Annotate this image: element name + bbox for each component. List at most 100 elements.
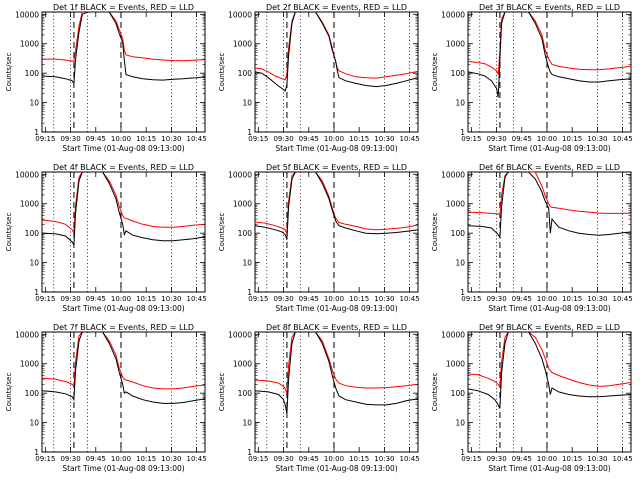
chart-title: Det 3f BLACK = Events, RED = LLD bbox=[479, 3, 620, 12]
detector-chart-3: Det 3f BLACK = Events, RED = LLD 1 10 100 10… bbox=[431, 3, 633, 153]
chart-title: Det 1f BLACK = Events, RED = LLD bbox=[53, 3, 194, 12]
x-tick-label: 09:15 bbox=[461, 295, 481, 303]
x-axis-label: Start Time (01-Aug-08 09:13:00) bbox=[488, 464, 610, 473]
x-tick-label: 09:30 bbox=[486, 135, 506, 143]
x-tick-label: 10:45 bbox=[400, 295, 420, 303]
x-tick-label: 09:30 bbox=[273, 295, 293, 303]
x-tick-label: 09:30 bbox=[486, 455, 506, 463]
detector-chart-5: Det 5f BLACK = Events, RED = LLD 1 10 100 10… bbox=[218, 163, 420, 313]
detector-chart-9: Det 9f BLACK = Events, RED = LLD 1 10 100 10… bbox=[431, 323, 633, 473]
y-tick-label: 10 bbox=[242, 259, 252, 268]
plot-frame bbox=[41, 171, 206, 293]
y-tick-label: 1000 bbox=[233, 40, 252, 49]
x-tick-label: 10:45 bbox=[187, 295, 207, 303]
x-tick-label: 10:00 bbox=[324, 295, 344, 303]
y-axis-label: Counts/sec bbox=[5, 213, 13, 252]
x-tick-label: 09:45 bbox=[86, 135, 106, 143]
x-tick-label: 09:15 bbox=[35, 135, 55, 143]
series-line-events bbox=[255, 332, 418, 414]
y-axis-label: Counts/sec bbox=[431, 373, 439, 412]
plot-frame bbox=[41, 331, 206, 453]
x-axis-label: Start Time (01-Aug-08 09:13:00) bbox=[488, 144, 610, 153]
x-tick-label: 09:45 bbox=[86, 295, 106, 303]
y-tick-label: 10000 bbox=[228, 330, 252, 339]
x-tick-label: 10:30 bbox=[161, 455, 181, 463]
series-line-lld bbox=[468, 332, 631, 389]
series-line-lld bbox=[255, 172, 418, 236]
y-tick-label: 100 bbox=[238, 389, 253, 398]
y-tick-label: 1 bbox=[460, 128, 465, 137]
y-tick-label: 10 bbox=[29, 99, 39, 108]
x-tick-label: 09:15 bbox=[248, 295, 268, 303]
series-line-lld bbox=[468, 12, 631, 75]
x-tick-label: 10:15 bbox=[562, 455, 582, 463]
y-tick-label: 10000 bbox=[441, 330, 465, 339]
x-tick-label: 09:30 bbox=[273, 135, 293, 143]
x-tick-label: 09:15 bbox=[461, 135, 481, 143]
x-tick-label: 10:00 bbox=[537, 295, 557, 303]
x-axis-label: Start Time (01-Aug-08 09:13:00) bbox=[488, 304, 610, 313]
x-tick-label: 09:30 bbox=[486, 295, 506, 303]
y-axis-label: Counts/sec bbox=[5, 53, 13, 92]
detector-chart-6: Det 6f BLACK = Events, RED = LLD 1 10 100 10… bbox=[431, 163, 633, 313]
x-tick-label: 10:00 bbox=[537, 455, 557, 463]
y-tick-label: 10 bbox=[455, 99, 465, 108]
y-tick-label: 10000 bbox=[15, 10, 39, 19]
detector-chart-1: Det 1f BLACK = Events, RED = LLD 1 10 100 10… bbox=[5, 3, 207, 153]
y-tick-label: 100 bbox=[451, 389, 466, 398]
series-line-events bbox=[468, 12, 631, 98]
x-tick-label: 09:45 bbox=[512, 455, 532, 463]
x-tick-label: 10:45 bbox=[613, 295, 633, 303]
series-line-events bbox=[42, 12, 205, 85]
y-tick-label: 100 bbox=[451, 69, 466, 78]
x-tick-label: 10:00 bbox=[324, 135, 344, 143]
x-tick-label: 10:15 bbox=[136, 295, 156, 303]
y-tick-label: 1000 bbox=[446, 200, 465, 209]
x-tick-label: 09:45 bbox=[299, 135, 319, 143]
y-tick-label: 1 bbox=[34, 448, 39, 457]
series-line-lld bbox=[255, 12, 418, 81]
x-tick-label: 10:30 bbox=[374, 295, 394, 303]
y-tick-label: 10 bbox=[242, 99, 252, 108]
y-tick-label: 1 bbox=[247, 128, 252, 137]
y-tick-label: 1000 bbox=[233, 360, 252, 369]
x-tick-label: 09:30 bbox=[60, 295, 80, 303]
y-tick-label: 1 bbox=[460, 288, 465, 297]
x-tick-label: 09:45 bbox=[512, 295, 532, 303]
x-tick-label: 10:30 bbox=[374, 455, 394, 463]
y-axis-label: Counts/sec bbox=[218, 53, 226, 92]
x-tick-label: 10:45 bbox=[613, 135, 633, 143]
x-tick-label: 10:00 bbox=[324, 455, 344, 463]
y-tick-label: 10000 bbox=[15, 170, 39, 179]
x-tick-label: 09:45 bbox=[299, 455, 319, 463]
plot-frame bbox=[467, 171, 632, 293]
x-axis-label: Start Time (01-Aug-08 09:13:00) bbox=[62, 304, 184, 313]
y-tick-label: 1 bbox=[34, 288, 39, 297]
x-axis-label: Start Time (01-Aug-08 09:13:00) bbox=[62, 464, 184, 473]
y-tick-label: 1000 bbox=[446, 360, 465, 369]
y-tick-label: 100 bbox=[25, 389, 40, 398]
x-tick-label: 09:30 bbox=[60, 135, 80, 143]
y-tick-label: 100 bbox=[25, 229, 40, 238]
series-line-events bbox=[468, 332, 631, 409]
x-axis-label: Start Time (01-Aug-08 09:13:00) bbox=[275, 304, 397, 313]
y-tick-label: 10 bbox=[455, 259, 465, 268]
x-axis-label: Start Time (01-Aug-08 09:13:00) bbox=[275, 464, 397, 473]
series-line-events bbox=[42, 332, 205, 404]
y-tick-label: 100 bbox=[25, 69, 40, 78]
chart-title: Det 2f BLACK = Events, RED = LLD bbox=[266, 3, 407, 12]
plot-frame bbox=[254, 11, 419, 133]
series-line-lld bbox=[42, 172, 205, 236]
chart-title: Det 6f BLACK = Events, RED = LLD bbox=[479, 163, 620, 172]
plot-frame bbox=[467, 331, 632, 453]
y-tick-label: 10 bbox=[242, 419, 252, 428]
x-tick-label: 09:15 bbox=[248, 455, 268, 463]
x-tick-label: 10:45 bbox=[187, 455, 207, 463]
series-line-lld bbox=[255, 332, 418, 394]
x-tick-label: 10:15 bbox=[349, 135, 369, 143]
y-tick-label: 1000 bbox=[20, 360, 39, 369]
y-tick-label: 10 bbox=[455, 419, 465, 428]
x-tick-label: 10:30 bbox=[374, 135, 394, 143]
plot-frame bbox=[254, 171, 419, 293]
y-axis-label: Counts/sec bbox=[218, 213, 226, 252]
